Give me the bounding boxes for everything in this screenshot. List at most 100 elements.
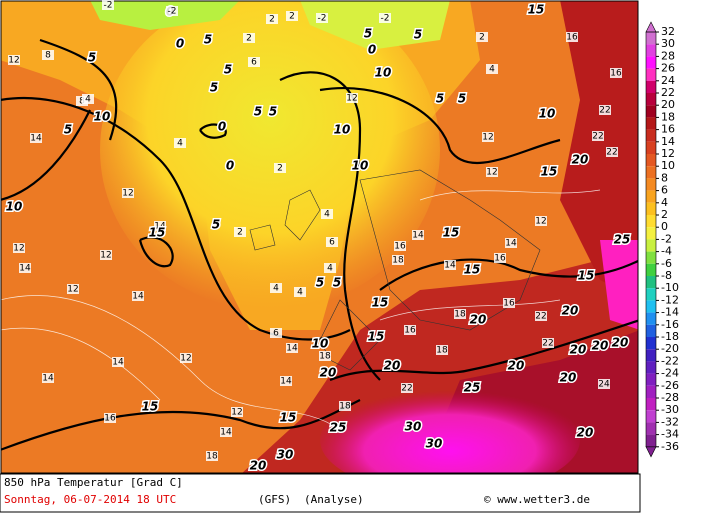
contour-label-minor: 14 xyxy=(444,261,456,271)
legend-swatch xyxy=(646,312,656,325)
legend-swatch xyxy=(646,410,656,423)
legend-swatch xyxy=(646,349,656,362)
contour-label-minor: -2 xyxy=(318,14,327,24)
legend-label: -2 xyxy=(661,232,672,245)
contour-label-major: 20 xyxy=(612,336,629,350)
legend-swatch xyxy=(646,288,656,301)
label-bg xyxy=(346,93,358,103)
contour-label-major: 5 xyxy=(254,105,262,119)
legend-label: 32 xyxy=(661,25,675,38)
legend-label: 28 xyxy=(661,49,675,62)
contour-label-major: 15 xyxy=(368,330,385,344)
legend-label: -26 xyxy=(661,379,679,392)
label-bg xyxy=(102,0,114,10)
label-bg xyxy=(104,413,116,423)
contour-label-minor: 12 xyxy=(180,354,191,364)
label-bg xyxy=(535,311,547,321)
footer-run: (Analyse) xyxy=(304,493,364,506)
legend-label: -8 xyxy=(661,269,672,282)
label-bg xyxy=(13,243,25,253)
contour-label-minor: 18 xyxy=(454,310,466,320)
contour-label-major: 10 xyxy=(94,110,111,124)
label-bg xyxy=(505,238,517,248)
legend-label: -6 xyxy=(661,257,672,270)
legend-swatch xyxy=(646,434,656,447)
legend-arrow-top xyxy=(645,21,657,33)
legend-swatch xyxy=(646,276,656,289)
legend-swatch xyxy=(646,422,656,435)
contour-label-major: 30 xyxy=(277,448,294,462)
label-bg xyxy=(112,357,124,367)
legend-label: -18 xyxy=(661,330,679,343)
contour-label-major: 5 xyxy=(224,63,232,77)
label-bg xyxy=(274,163,286,173)
contour-label-major: 15 xyxy=(142,400,159,414)
contour-label-minor: 18 xyxy=(436,346,448,356)
label-bg xyxy=(542,338,554,348)
contour-label-minor: 2 xyxy=(479,33,485,43)
legend-swatch xyxy=(646,337,656,350)
legend-swatch xyxy=(646,178,656,191)
contour-label-minor: 2 xyxy=(289,12,295,22)
contour-label-minor: 4 xyxy=(324,210,330,220)
contour-label-major: 15 xyxy=(443,226,460,240)
contour-label-minor: 6 xyxy=(273,329,279,339)
label-bg xyxy=(503,298,515,308)
contour-label-minor: 4 xyxy=(489,65,495,75)
contour-label-minor: 12 xyxy=(535,217,546,227)
contour-label-minor: 18 xyxy=(206,452,218,462)
legend-swatch xyxy=(646,154,656,167)
contour-label-minor: 16 xyxy=(503,299,515,309)
legend-swatch xyxy=(646,239,656,252)
contour-label-major: 5 xyxy=(414,28,422,42)
legend-label: -30 xyxy=(661,403,679,416)
label-bg xyxy=(42,50,54,60)
contour-label-major: 10 xyxy=(6,200,23,214)
label-bg xyxy=(8,55,20,65)
label-bg xyxy=(324,263,336,273)
label-bg xyxy=(234,227,246,237)
legend-label: -14 xyxy=(661,306,679,319)
legend-label: 2 xyxy=(661,208,668,221)
label-bg xyxy=(394,241,406,251)
label-bg xyxy=(482,132,494,142)
legend-label: 22 xyxy=(661,86,675,99)
legend-swatch xyxy=(646,373,656,386)
legend-swatch xyxy=(646,215,656,228)
label-bg xyxy=(535,216,547,226)
label-bg xyxy=(270,283,282,293)
legend-label: 30 xyxy=(661,37,675,50)
contour-label-major: 20 xyxy=(592,339,609,353)
contour-label-minor: 14 xyxy=(220,428,232,438)
contour-label-minor: 2 xyxy=(269,15,275,25)
contour-label-major: 20 xyxy=(570,343,587,357)
legend-arrow-bottom xyxy=(645,446,657,458)
contour-label-minor: 2 xyxy=(277,164,283,174)
label-bg xyxy=(476,32,488,42)
legend-swatch xyxy=(646,166,656,179)
label-bg xyxy=(154,221,166,231)
contour-label-major: 20 xyxy=(470,313,487,327)
label-bg xyxy=(286,11,298,21)
contour-label-major: 5 xyxy=(64,123,72,137)
legend-label: -24 xyxy=(661,367,679,380)
label-bg xyxy=(412,230,424,240)
contour-label-minor: 18 xyxy=(319,352,331,362)
legend-swatch xyxy=(646,300,656,313)
contour-label-minor: -2 xyxy=(104,1,113,11)
legend-swatch xyxy=(646,56,656,69)
legend-label: -22 xyxy=(661,354,679,367)
contour-label-minor: -2 xyxy=(168,7,177,17)
contour-label-major: 0 xyxy=(226,159,234,173)
contour-label-minor: 2 xyxy=(237,228,243,238)
legend-label: 18 xyxy=(661,110,675,123)
legend-swatch xyxy=(646,68,656,81)
contour-label-major: 5 xyxy=(88,51,96,65)
contour-label-minor: 4 xyxy=(327,264,333,274)
footer-model: (GFS) xyxy=(258,493,291,506)
legend-label: -32 xyxy=(661,415,679,428)
label-bg xyxy=(592,131,604,141)
label-bg xyxy=(606,147,618,157)
contour-label-minor: 22 xyxy=(592,132,603,142)
label-bg xyxy=(42,373,54,383)
